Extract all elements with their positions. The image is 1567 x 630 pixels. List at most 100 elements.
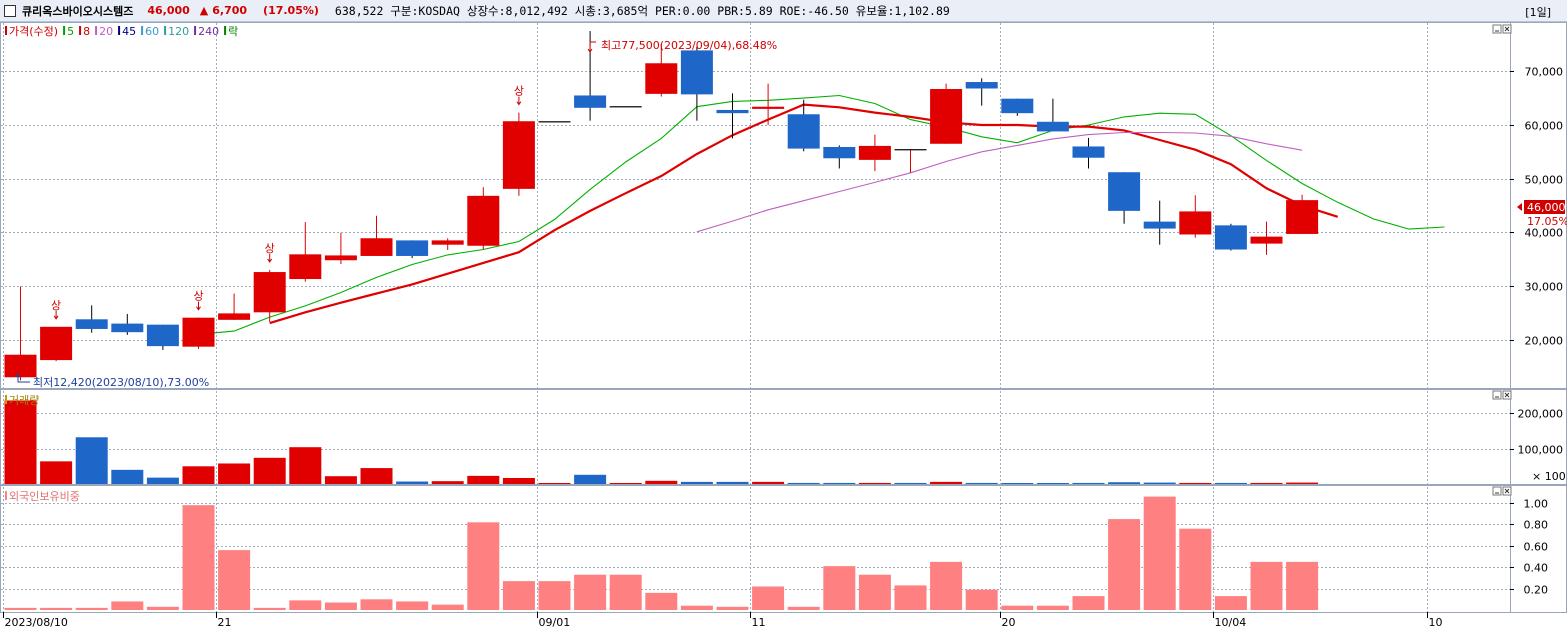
foreign-bar (1286, 561, 1319, 610)
x-tick-label: 10 (1429, 616, 1443, 629)
foreign-bar (1072, 596, 1105, 610)
foreign-bar (930, 561, 963, 610)
candle (4, 286, 37, 381)
legend-marker (63, 26, 66, 35)
foreign-title-marker (5, 491, 7, 500)
foreign-bar (1108, 519, 1141, 610)
volume-bar (1179, 482, 1212, 484)
foreign-bar (645, 592, 678, 610)
foreign-bar (289, 600, 322, 610)
candle-body (894, 149, 927, 151)
high-annotation: 최고77,500(2023/09/04),68.48% (601, 39, 777, 52)
y-tick-label: 40,000 (1525, 227, 1564, 240)
candle (111, 313, 144, 335)
y-tick-label: 70,000 (1525, 66, 1564, 79)
x-tick-label: 20 (1002, 616, 1016, 629)
candle-body (538, 121, 571, 123)
volume-title: 거래량 (9, 394, 39, 407)
candle-body (609, 106, 642, 108)
candle-body (1001, 98, 1034, 114)
legend-item: 5 (67, 25, 74, 38)
foreign-bar (4, 607, 37, 610)
foreign-bar (40, 607, 73, 610)
x-axis-strip (0, 613, 1567, 630)
candle (360, 215, 393, 256)
candle-body (289, 254, 322, 280)
candle-body (1108, 172, 1141, 211)
candle (253, 269, 286, 322)
ma-line-5 (198, 94, 1445, 335)
foreign-bar (360, 599, 393, 610)
volume-bar (1214, 482, 1247, 484)
volume-bar (538, 483, 571, 484)
candle (40, 326, 73, 362)
foreign-bar (1214, 596, 1247, 610)
limit-up-label: 상 (265, 242, 275, 255)
foreign-bar (858, 574, 891, 610)
candle (752, 83, 785, 125)
volume-bar (289, 447, 322, 484)
select-checkbox[interactable] (4, 4, 16, 17)
legend-item: 8 (83, 25, 90, 38)
volume-bar (467, 475, 500, 484)
candle (1036, 98, 1069, 132)
period-selector[interactable]: [1일] (1525, 6, 1551, 19)
candle (146, 324, 179, 350)
volume-title-marker (5, 395, 7, 404)
candle-body (146, 324, 179, 347)
stock-name: 큐리옥스바이오시스템즈 (22, 4, 134, 18)
high-arrow-icon (587, 41, 596, 53)
foreign-bar (787, 606, 820, 610)
price-legend: 가격(수정) 5 8 20 45 60 120 240 락 (5, 25, 238, 38)
candle-body (787, 114, 820, 149)
volume-bar (1072, 482, 1105, 484)
volume-bar (609, 483, 642, 484)
legend-item: 20 (99, 25, 113, 38)
volume-unit: × 100 (1532, 470, 1566, 483)
limit-up-arrow-icon (196, 301, 201, 311)
panel-minimize-icon[interactable] (1492, 24, 1502, 34)
candle-body (1143, 221, 1176, 229)
candle-body (716, 109, 749, 114)
legend-item: 120 (168, 25, 189, 38)
up-arrow-icon: ▲ (199, 4, 209, 17)
foreign-bar (1250, 561, 1283, 610)
legend-marker (79, 26, 82, 35)
candle (324, 232, 357, 265)
candle (716, 93, 749, 139)
y-tick-label: 200,000 (1518, 408, 1564, 421)
candle (1179, 195, 1212, 238)
candle (609, 106, 642, 108)
foreign-bar (965, 589, 998, 610)
stock-info: 638,522 구분:KOSDAQ 상장수:8,012,492 시총:3,685… (334, 3, 950, 18)
legend-item: 240 (198, 25, 219, 38)
legend-marker (164, 26, 167, 35)
foreign-bar (1001, 605, 1034, 610)
y-tick-label: 0.40 (1524, 562, 1549, 575)
volume-bar (111, 469, 144, 484)
ma-line-20 (696, 131, 1303, 233)
candle (787, 99, 820, 152)
foreign-bar (218, 550, 251, 610)
close-glyph (1504, 392, 1510, 398)
x-tick-label: 10/04 (1215, 616, 1247, 629)
panel-minimize-icon[interactable] (1492, 390, 1502, 400)
candle (396, 240, 429, 259)
candle-body (574, 95, 607, 108)
panel-minimize-icon[interactable] (1492, 486, 1502, 496)
candle (680, 46, 713, 121)
candle-body (253, 272, 286, 313)
x-tick-label: 2023/08/10 (5, 616, 68, 629)
foreign-bar (253, 607, 286, 610)
candle-body (1214, 225, 1247, 250)
volume-bar (360, 468, 393, 484)
candle-body (1072, 146, 1105, 158)
foreign-bar (823, 566, 856, 610)
legend-item: 45 (122, 25, 136, 38)
legend-marker (141, 26, 144, 35)
foreign-bar (1036, 605, 1069, 610)
volume-bar (40, 461, 73, 484)
volume-bar (716, 481, 749, 484)
